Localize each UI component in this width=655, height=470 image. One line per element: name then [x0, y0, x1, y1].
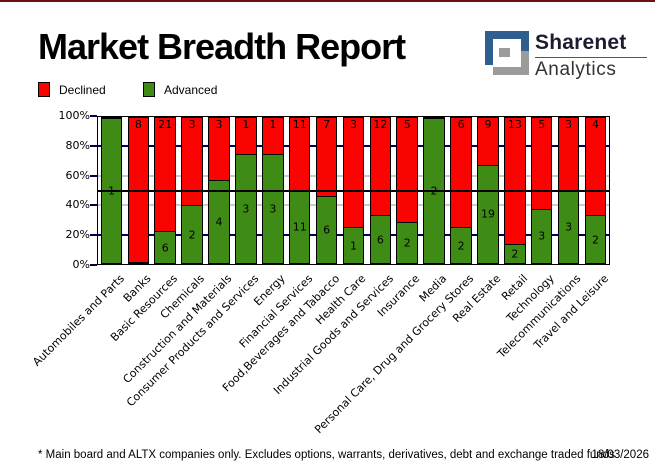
declined-color-swatch — [38, 82, 50, 97]
bar-value-advanced: 1 — [107, 184, 115, 197]
bar-value-declined: 11 — [292, 118, 307, 131]
bar-value-declined: 7 — [323, 118, 331, 131]
y-axis-label: 100% — [58, 109, 90, 122]
logo-sub-name: Analytics — [535, 59, 617, 80]
bar-value-advanced: 3 — [538, 229, 546, 243]
bar-value-declined: 12 — [373, 118, 388, 131]
legend-item-advanced: Advanced — [143, 82, 217, 97]
bar-value-declined: 1 — [269, 118, 277, 131]
bar-value-advanced: 2 — [403, 236, 411, 250]
bar-value-declined: 3 — [350, 118, 357, 131]
y-axis-tick — [90, 234, 97, 237]
bar-value-advanced: 6 — [376, 233, 384, 246]
bar-value-declined: 6 — [457, 118, 465, 131]
bar-segment-advanced — [316, 196, 337, 263]
sharenet-s-icon — [485, 31, 529, 75]
bar-segment-advanced — [128, 262, 149, 263]
bar-financial-services — [288, 117, 311, 264]
bar-segment-advanced — [155, 230, 175, 263]
bar-value-advanced: 1 — [350, 239, 357, 253]
y-axis-label: 0% — [72, 258, 90, 271]
bar-value-advanced: 4 — [215, 215, 223, 229]
y-axis-label: 80% — [65, 138, 90, 152]
bar-segment-advanced — [209, 180, 229, 263]
bar-segment-advanced — [531, 208, 552, 263]
x-axis-label: Automobiles and Parts — [29, 272, 127, 369]
bar-segment-advanced — [451, 226, 471, 263]
bar-value-declined: 4 — [592, 118, 600, 131]
y-axis-label: 60% — [65, 168, 90, 182]
y-axis-label: 40% — [65, 198, 90, 212]
bar-value-advanced: 2 — [592, 233, 600, 246]
bar-value-declined: 3 — [188, 118, 196, 131]
page-title: Market Breadth Report — [38, 26, 406, 67]
bar-value-declined: 3 — [215, 118, 223, 131]
bar-segment-advanced — [505, 243, 525, 263]
bar-value-declined: 13 — [507, 118, 522, 131]
bar-value-advanced: 6 — [323, 223, 331, 237]
legend-label-declined: Declined — [59, 82, 106, 97]
logo-text: Sharenet Analytics — [535, 31, 647, 81]
bar-value-advanced: 3 — [269, 202, 277, 216]
bar-slot — [286, 117, 313, 264]
legend: Declined Advanced — [0, 82, 655, 100]
y-axis-tick — [90, 264, 97, 266]
fifty-percent-reference-line — [98, 189, 609, 192]
bar-value-advanced: 2 — [511, 247, 519, 261]
bar-segment-advanced — [263, 154, 283, 263]
bar-value-declined: 5 — [403, 118, 411, 131]
y-axis-tick — [90, 144, 97, 147]
legend-label-advanced: Advanced — [164, 82, 218, 97]
y-axis-tick — [90, 115, 97, 117]
bar-value-advanced: 11 — [292, 220, 307, 234]
plot-area: 1 8 21 6 3 2 3 4 1 3 1 3 11 11 7 6 3 1 12 6 5 2 2 6 2 9 19 13 2 5 3 3 3 4… — [97, 116, 610, 265]
bar-segment-advanced — [343, 226, 364, 263]
bar-segment-advanced — [370, 214, 391, 263]
bar-value-advanced: 2 — [430, 184, 438, 197]
y-axis-tick — [90, 174, 97, 177]
bar-segment-advanced — [585, 214, 606, 263]
y-axis-label: 20% — [65, 228, 90, 242]
bar-value-advanced: 2 — [188, 228, 196, 242]
footnote: * Main board and ALTX companies only. Ex… — [38, 449, 615, 461]
bar-value-advanced: 3 — [565, 220, 573, 234]
bar-value-declined: 3 — [565, 118, 573, 131]
y-axis-tick — [90, 204, 97, 207]
advanced-color-swatch — [143, 82, 155, 97]
bar-value-declined: 5 — [538, 118, 546, 131]
bar-value-declined: 9 — [484, 118, 492, 131]
bar-segment-advanced — [397, 221, 417, 263]
report-date: 18/03/2026 — [591, 449, 649, 461]
bar-value-advanced: 3 — [242, 202, 250, 216]
sharenet-analytics-logo: Sharenet Analytics — [485, 31, 650, 80]
bar-segment-advanced — [182, 205, 202, 263]
bar-value-advanced: 2 — [457, 239, 465, 253]
bar-value-advanced: 6 — [161, 241, 169, 255]
logo-brand-name: Sharenet — [535, 31, 627, 54]
bar-value-declined: 21 — [158, 118, 173, 131]
bar-segment-advanced — [236, 154, 256, 263]
logo-divider — [535, 57, 647, 58]
legend-item-declined: Declined — [38, 82, 106, 97]
bar-value-declined: 1 — [242, 118, 250, 131]
bar-segment-advanced — [478, 164, 498, 263]
bar-value-advanced: 19 — [480, 207, 495, 221]
bar-value-declined: 8 — [134, 118, 142, 131]
